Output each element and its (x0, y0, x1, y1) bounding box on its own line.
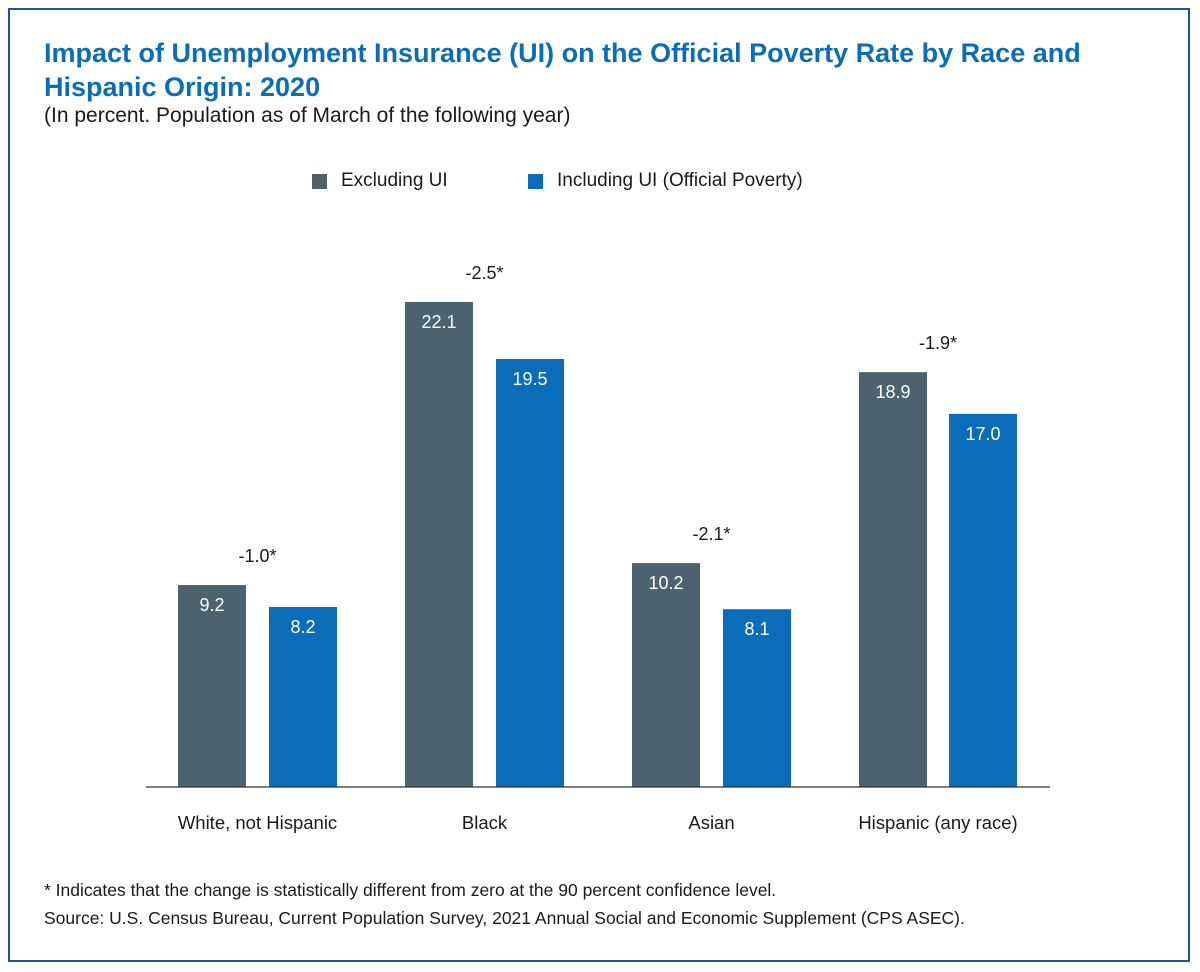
bar-including-2 (723, 609, 791, 787)
chart-title: Impact of Unemployment Insurance (UI) on… (44, 38, 1081, 102)
bar-excluding-2 (632, 563, 700, 787)
bar-including-3 (949, 413, 1017, 787)
change-annotation: -1.9* (919, 333, 957, 353)
legend-swatch-excluding-ui (312, 173, 327, 189)
category-label: Black (462, 812, 508, 833)
category-label: Asian (688, 812, 734, 833)
chart-subtitle: (In percent. Population as of March of t… (44, 104, 571, 127)
bar-excluding-0 (178, 585, 246, 787)
bar-value-label: 18.9 (875, 382, 910, 402)
bar-value-label: 10.2 (648, 573, 683, 593)
bar-value-label: 8.2 (290, 617, 315, 637)
legend-label-excluding-ui: Excluding UI (341, 170, 448, 191)
bar-value-label: 9.2 (199, 595, 224, 615)
bar-value-label: 17.0 (965, 424, 1000, 444)
category-label: Hispanic (any race) (858, 812, 1017, 833)
legend-swatch-including-ui (528, 173, 543, 189)
category-label: White, not Hispanic (178, 812, 337, 833)
bar-value-label: 8.1 (744, 619, 769, 639)
bar-excluding-3 (859, 372, 927, 787)
legend-label-including-ui: Including UI (Official Poverty) (557, 170, 803, 191)
legend-item-including-ui: Including UI (Official Poverty) (528, 170, 803, 192)
legend-item-excluding-ui: Excluding UI (312, 170, 448, 192)
bar-including-1 (496, 358, 564, 787)
bar-value-label: 22.1 (421, 312, 456, 332)
bar-excluding-1 (405, 301, 473, 787)
footnote-source: Source: U.S. Census Bureau, Current Popu… (44, 908, 965, 928)
bar-including-0 (269, 607, 337, 787)
bar-value-label: 19.5 (512, 369, 547, 389)
change-annotation: -1.0* (238, 546, 276, 566)
change-annotation: -2.1* (692, 524, 730, 544)
footnote-significance: * Indicates that the change is statistic… (44, 880, 777, 900)
change-annotation: -2.5* (465, 263, 503, 283)
